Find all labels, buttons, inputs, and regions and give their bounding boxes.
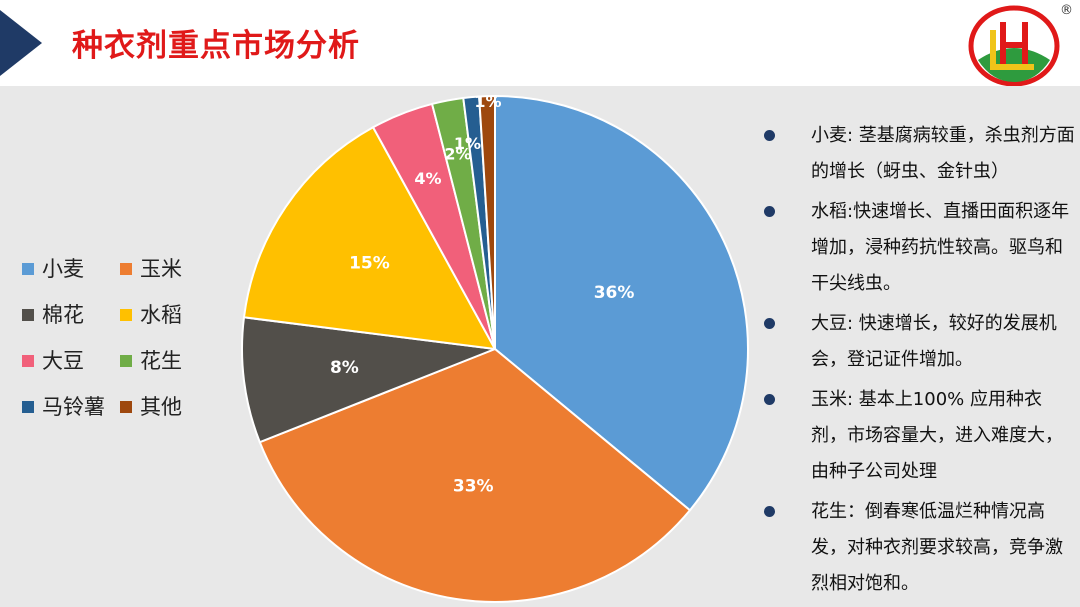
legend-item: 大豆 — [22, 348, 84, 374]
legend-swatch — [120, 263, 132, 275]
pie-slice-8 — [478, 94, 496, 350]
note-corn: 玉米: 基本上100% 应用种衣剂，市场容量大，进入难度大，由种子公司处理 — [760, 382, 1076, 490]
legend-item: 花生 — [120, 348, 182, 374]
legend-label: 大豆 — [42, 349, 84, 373]
arrow-icon — [0, 10, 42, 76]
pie-slice-3 — [241, 316, 496, 444]
legend-label: 其他 — [140, 395, 182, 419]
pie-data-label-4: 15% — [349, 254, 390, 274]
note-text: 花生：倒春寒低温烂种情况高发，对种衣剂要求较高，竞争激烈相对饱和。 — [811, 501, 1063, 594]
pie-data-label-8: 1% — [474, 92, 501, 111]
pie-data-label-5: 4% — [414, 169, 441, 188]
legend-label: 小麦 — [42, 257, 84, 281]
bullet-icon — [764, 506, 775, 517]
legend-swatch — [22, 355, 34, 367]
registered-mark: ® — [1060, 3, 1072, 18]
note-rice: 水稻:快速增长、直播田面积逐年增加，浸种药抗性较高。驱鸟和干尖线虫。 — [760, 194, 1076, 302]
legend-swatch — [120, 401, 132, 413]
page-title: 种衣剂重点市场分析 — [72, 28, 360, 64]
note-text: 玉米: 基本上100% 应用种衣剂，市场容量大，进入难度大，由种子公司处理 — [811, 389, 1063, 482]
legend-item: 玉米 — [120, 256, 182, 282]
pie-slice-4 — [242, 125, 497, 351]
note-text: 小麦: 茎基腐病较重，杀虫剂方面的增长（蚜虫、金针虫） — [811, 125, 1075, 182]
pie-data-label-7: 1% — [454, 134, 481, 153]
legend-label: 马铃薯 — [42, 395, 105, 419]
legend-item: 小麦 — [22, 256, 84, 282]
header-bar: 种衣剂重点市场分析 ® — [0, 0, 1080, 86]
bullet-icon — [764, 130, 775, 141]
bullet-icon — [764, 318, 775, 329]
legend-swatch — [120, 309, 132, 321]
legend-label: 水稻 — [140, 303, 182, 327]
note-soybean: 大豆: 快速增长，较好的发展机会，登记证件增加。 — [760, 306, 1076, 378]
legend-item: 水稻 — [120, 302, 182, 328]
hd-company-logo-icon: ® — [968, 3, 1072, 86]
bullet-icon — [764, 394, 775, 405]
note-text: 水稻:快速增长、直播田面积逐年增加，浸种药抗性较高。驱鸟和干尖线虫。 — [811, 201, 1070, 294]
note-peanut: 花生：倒春寒低温烂种情况高发，对种衣剂要求较高，竞争激烈相对饱和。 — [760, 494, 1076, 602]
legend-swatch — [22, 263, 34, 275]
legend-swatch — [22, 401, 34, 413]
legend-label: 玉米 — [140, 257, 182, 281]
bullet-icon — [764, 206, 775, 217]
pie-data-label-1: 36% — [594, 283, 635, 303]
note-wheat: 小麦: 茎基腐病较重，杀虫剂方面的增长（蚜虫、金针虫） — [760, 118, 1076, 190]
pie-slice-2 — [258, 347, 692, 603]
pie-data-label-2: 33% — [453, 476, 494, 496]
pie-slice-1 — [494, 94, 749, 512]
pie-data-label-6: 2% — [444, 145, 471, 164]
notes-list: 小麦: 茎基腐病较重，杀虫剂方面的增长（蚜虫、金针虫） 水稻:快速增长、直播田面… — [760, 118, 1076, 606]
legend-item: 棉花 — [22, 302, 84, 328]
legend-swatch — [22, 309, 34, 321]
legend-label: 棉花 — [42, 303, 84, 327]
legend-item: 马铃薯 — [22, 394, 105, 420]
pie-data-label-3: 8% — [330, 358, 359, 378]
note-text: 大豆: 快速增长，较好的发展机会，登记证件增加。 — [811, 313, 1057, 370]
legend-item: 其他 — [120, 394, 182, 420]
pie-chart: 36%33%8%15%4%2%1%1% — [241, 92, 749, 603]
legend-label: 花生 — [140, 349, 182, 373]
legend-swatch — [120, 355, 132, 367]
